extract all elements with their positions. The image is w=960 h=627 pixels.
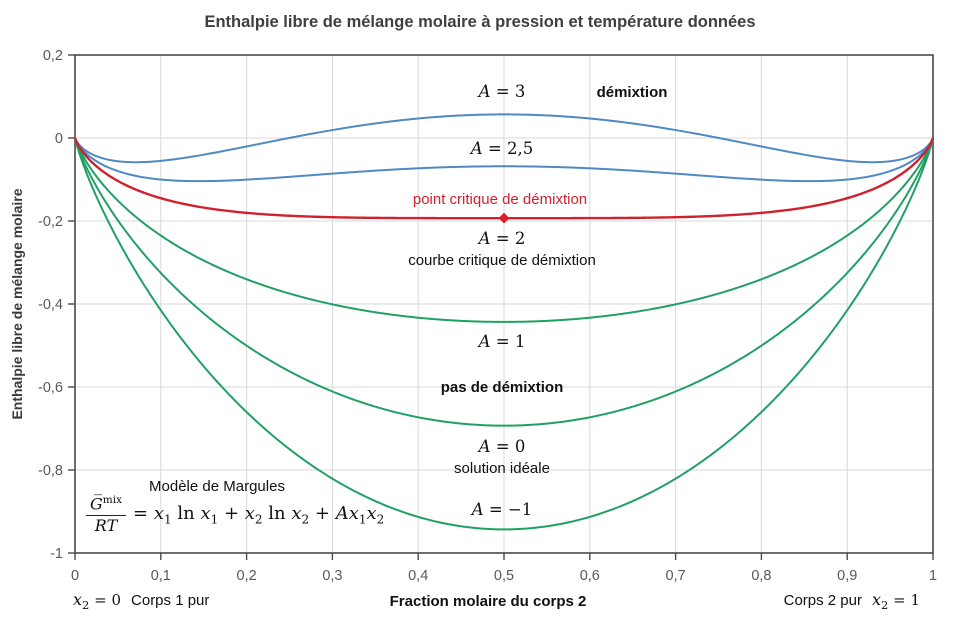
label-demixtion: démixtion [596,84,668,101]
formula-gbar: G̅ [90,494,103,514]
y-tick-label: -0,4 [38,297,63,313]
x-tick-label: 0,6 [580,568,600,584]
formula-fraction: G̅mix RT [86,494,127,535]
formula-denominator: RT [94,515,118,535]
curve-A=3 [74,113,934,164]
label-a3: A = 3 [402,82,602,103]
y-tick-label: -0,6 [38,380,63,396]
label-a0: A = 0 [402,437,602,458]
y-tick-label: -1 [50,546,63,562]
label-a1: A = 1 [402,332,602,353]
label-a1-var: A [478,332,491,351]
formula-sup-mix: mix [102,494,123,506]
label-a0-value: = 0 [490,437,526,456]
label-a3-value: = 3 [490,82,526,101]
x-tick-label: 0,9 [837,568,857,584]
chart-title: Enthalpie libre de mélange molaire à pre… [204,13,756,31]
x-axis-title: Fraction molaire du corps 2 [389,593,587,610]
x-tick-label: 0,3 [322,568,342,584]
label-a25-value: = 2,5 [482,139,534,158]
curve-A=−1 [74,137,934,531]
label-a-minus1-var: A [471,500,484,519]
curve-A=0 [74,137,934,427]
x2-var-right: x [871,590,882,609]
label-model-title: Modèle de Margules [149,478,285,495]
curve-A=2,5 [74,137,934,183]
formula-rhs: = x1 ln x1 + x2 ln x2 + Ax1x2 [133,502,385,527]
label-a0-var: A [478,437,491,456]
label-a25: A = 2,5 [402,139,602,160]
label-a2-var: A [478,229,491,248]
label-a-minus1-value: = −1 [483,500,533,519]
label-critical-point: point critique de démixtion [412,191,588,208]
label-a-minus1: A = −1 [402,500,602,521]
y-tick-label: -0,8 [38,463,63,479]
y-tick-label: -0,2 [38,214,63,230]
x-tick-label: 1 [929,568,937,584]
corps2-pur-text: Corps 2 pur [783,592,862,609]
x-tick-label: 0,4 [408,568,428,584]
x2-var-left: x [73,590,83,609]
margules-formula: G̅mix RT = x1 ln x1 + x2 ln x2 + Ax1x2 [86,494,384,535]
curve-A=1 [74,137,934,323]
x-tick-label: 0 [71,568,79,584]
y-tick-label: 0,2 [43,48,63,64]
corps2-pur-note: Corps 2 pur x2 = 1 [783,590,920,612]
critical-point-marker [498,212,510,224]
x-tick-label: 0,1 [151,568,171,584]
formula-numerator: G̅mix [86,494,127,516]
corps1-pur-note: x2 = 0 Corps 1 pur [73,590,210,612]
label-critical-curve: courbe critique de démixtion [408,252,596,269]
label-a2-value: = 2 [490,229,526,248]
y-tick-label: 0 [55,131,63,147]
x-tick-label: 0,5 [494,568,514,584]
label-no-demixtion: pas de démixtion [440,379,564,396]
label-a25-var: A [470,139,483,158]
x-tick-label: 0,7 [666,568,686,584]
label-ideal-solution: solution idéale [454,460,550,477]
label-a2: A = 2 [402,229,602,250]
label-a1-value: = 1 [490,332,526,351]
x-tick-label: 0,8 [751,568,771,584]
label-a3-var: A [478,82,491,101]
corps1-pur-text: Corps 1 pur [131,592,210,609]
x-tick-label: 0,2 [237,568,257,584]
